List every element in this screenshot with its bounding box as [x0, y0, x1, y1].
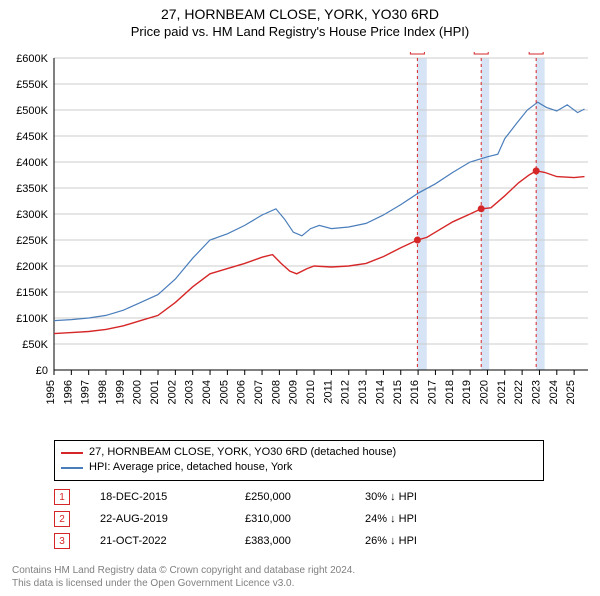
- svg-text:£150K: £150K: [16, 287, 48, 299]
- svg-text:1999: 1999: [114, 380, 126, 404]
- table-row: 2 22-AUG-2019 £310,000 24% ↓ HPI: [54, 508, 485, 530]
- legend-swatch-property: [61, 452, 83, 454]
- svg-text:£100K: £100K: [16, 313, 48, 325]
- svg-text:2018: 2018: [444, 380, 456, 404]
- txn-date: 18-DEC-2015: [100, 491, 245, 503]
- table-row: 3 21-OCT-2022 £383,000 26% ↓ HPI: [54, 530, 485, 552]
- svg-text:2015: 2015: [392, 380, 404, 404]
- svg-text:2019: 2019: [461, 380, 473, 404]
- svg-text:£350K: £350K: [16, 183, 48, 195]
- txn-diff: 26% ↓ HPI: [365, 535, 485, 547]
- svg-text:2011: 2011: [322, 380, 334, 404]
- marker-badge-2: 2: [54, 511, 70, 527]
- attribution: Contains HM Land Registry data © Crown c…: [12, 564, 355, 590]
- svg-text:2013: 2013: [357, 380, 369, 404]
- legend-label-property: 27, HORNBEAM CLOSE, YORK, YO30 6RD (deta…: [89, 445, 396, 460]
- marker-badge-1: 1: [54, 489, 70, 505]
- chart-area: £0 £50K £100K £150K £200K £250K £300K £350K £400…: [0, 52, 600, 432]
- svg-text:2012: 2012: [340, 380, 352, 404]
- svg-text:1996: 1996: [62, 380, 74, 404]
- svg-text:1: 1: [415, 52, 421, 53]
- svg-text:£200K: £200K: [16, 261, 48, 273]
- attribution-line1: Contains HM Land Registry data © Crown c…: [12, 564, 355, 577]
- chart-title: 27, HORNBEAM CLOSE, YORK, YO30 6RD: [0, 6, 600, 22]
- marker-badge-3: 3: [54, 533, 70, 549]
- chart-svg: £0 £50K £100K £150K £200K £250K £300K £350K £400…: [0, 52, 600, 432]
- svg-text:£50K: £50K: [22, 339, 48, 351]
- legend-label-hpi: HPI: Average price, detached house, York: [89, 460, 292, 475]
- svg-text:1998: 1998: [97, 380, 109, 404]
- svg-text:2001: 2001: [149, 380, 161, 404]
- svg-text:2008: 2008: [270, 380, 282, 404]
- svg-text:2: 2: [478, 52, 484, 53]
- svg-text:£600K: £600K: [16, 53, 48, 65]
- svg-text:2003: 2003: [184, 380, 196, 404]
- svg-text:£300K: £300K: [16, 209, 48, 221]
- svg-text:£0: £0: [36, 365, 48, 377]
- svg-text:2002: 2002: [166, 380, 178, 404]
- svg-text:1997: 1997: [80, 380, 92, 404]
- svg-text:2023: 2023: [530, 380, 542, 404]
- svg-text:2005: 2005: [218, 380, 230, 404]
- svg-text:2007: 2007: [253, 380, 265, 404]
- svg-text:2017: 2017: [426, 380, 438, 404]
- svg-text:2004: 2004: [201, 380, 213, 404]
- txn-price: £310,000: [245, 513, 365, 525]
- svg-text:2020: 2020: [478, 380, 490, 404]
- chart-subtitle: Price paid vs. HM Land Registry's House …: [0, 24, 600, 39]
- svg-text:3: 3: [533, 52, 539, 53]
- txn-diff: 24% ↓ HPI: [365, 513, 485, 525]
- attribution-line2: This data is licensed under the Open Gov…: [12, 577, 355, 590]
- legend-item-hpi: HPI: Average price, detached house, York: [61, 460, 537, 475]
- svg-text:2024: 2024: [548, 380, 560, 404]
- legend-item-property: 27, HORNBEAM CLOSE, YORK, YO30 6RD (deta…: [61, 445, 537, 460]
- svg-text:2000: 2000: [132, 380, 144, 404]
- svg-text:2006: 2006: [236, 380, 248, 404]
- svg-text:2009: 2009: [288, 380, 300, 404]
- svg-text:2016: 2016: [409, 380, 421, 404]
- svg-text:2022: 2022: [513, 380, 525, 404]
- txn-date: 21-OCT-2022: [100, 535, 245, 547]
- txn-price: £383,000: [245, 535, 365, 547]
- table-row: 1 18-DEC-2015 £250,000 30% ↓ HPI: [54, 486, 485, 508]
- txn-diff: 30% ↓ HPI: [365, 491, 485, 503]
- svg-text:1995: 1995: [45, 380, 57, 404]
- legend: 27, HORNBEAM CLOSE, YORK, YO30 6RD (deta…: [54, 440, 544, 481]
- svg-text:£500K: £500K: [16, 105, 48, 117]
- svg-text:£450K: £450K: [16, 131, 48, 143]
- svg-text:2010: 2010: [305, 380, 317, 404]
- legend-swatch-hpi: [61, 467, 83, 469]
- svg-text:£250K: £250K: [16, 235, 48, 247]
- svg-text:£550K: £550K: [16, 79, 48, 91]
- svg-text:2025: 2025: [565, 380, 577, 404]
- txn-price: £250,000: [245, 491, 365, 503]
- svg-text:2014: 2014: [374, 380, 386, 404]
- chart-container: 27, HORNBEAM CLOSE, YORK, YO30 6RD Price…: [0, 6, 600, 596]
- svg-text:£400K: £400K: [16, 157, 48, 169]
- transactions-table: 1 18-DEC-2015 £250,000 30% ↓ HPI 2 22-AU…: [54, 486, 485, 552]
- svg-text:2021: 2021: [496, 380, 508, 404]
- txn-date: 22-AUG-2019: [100, 513, 245, 525]
